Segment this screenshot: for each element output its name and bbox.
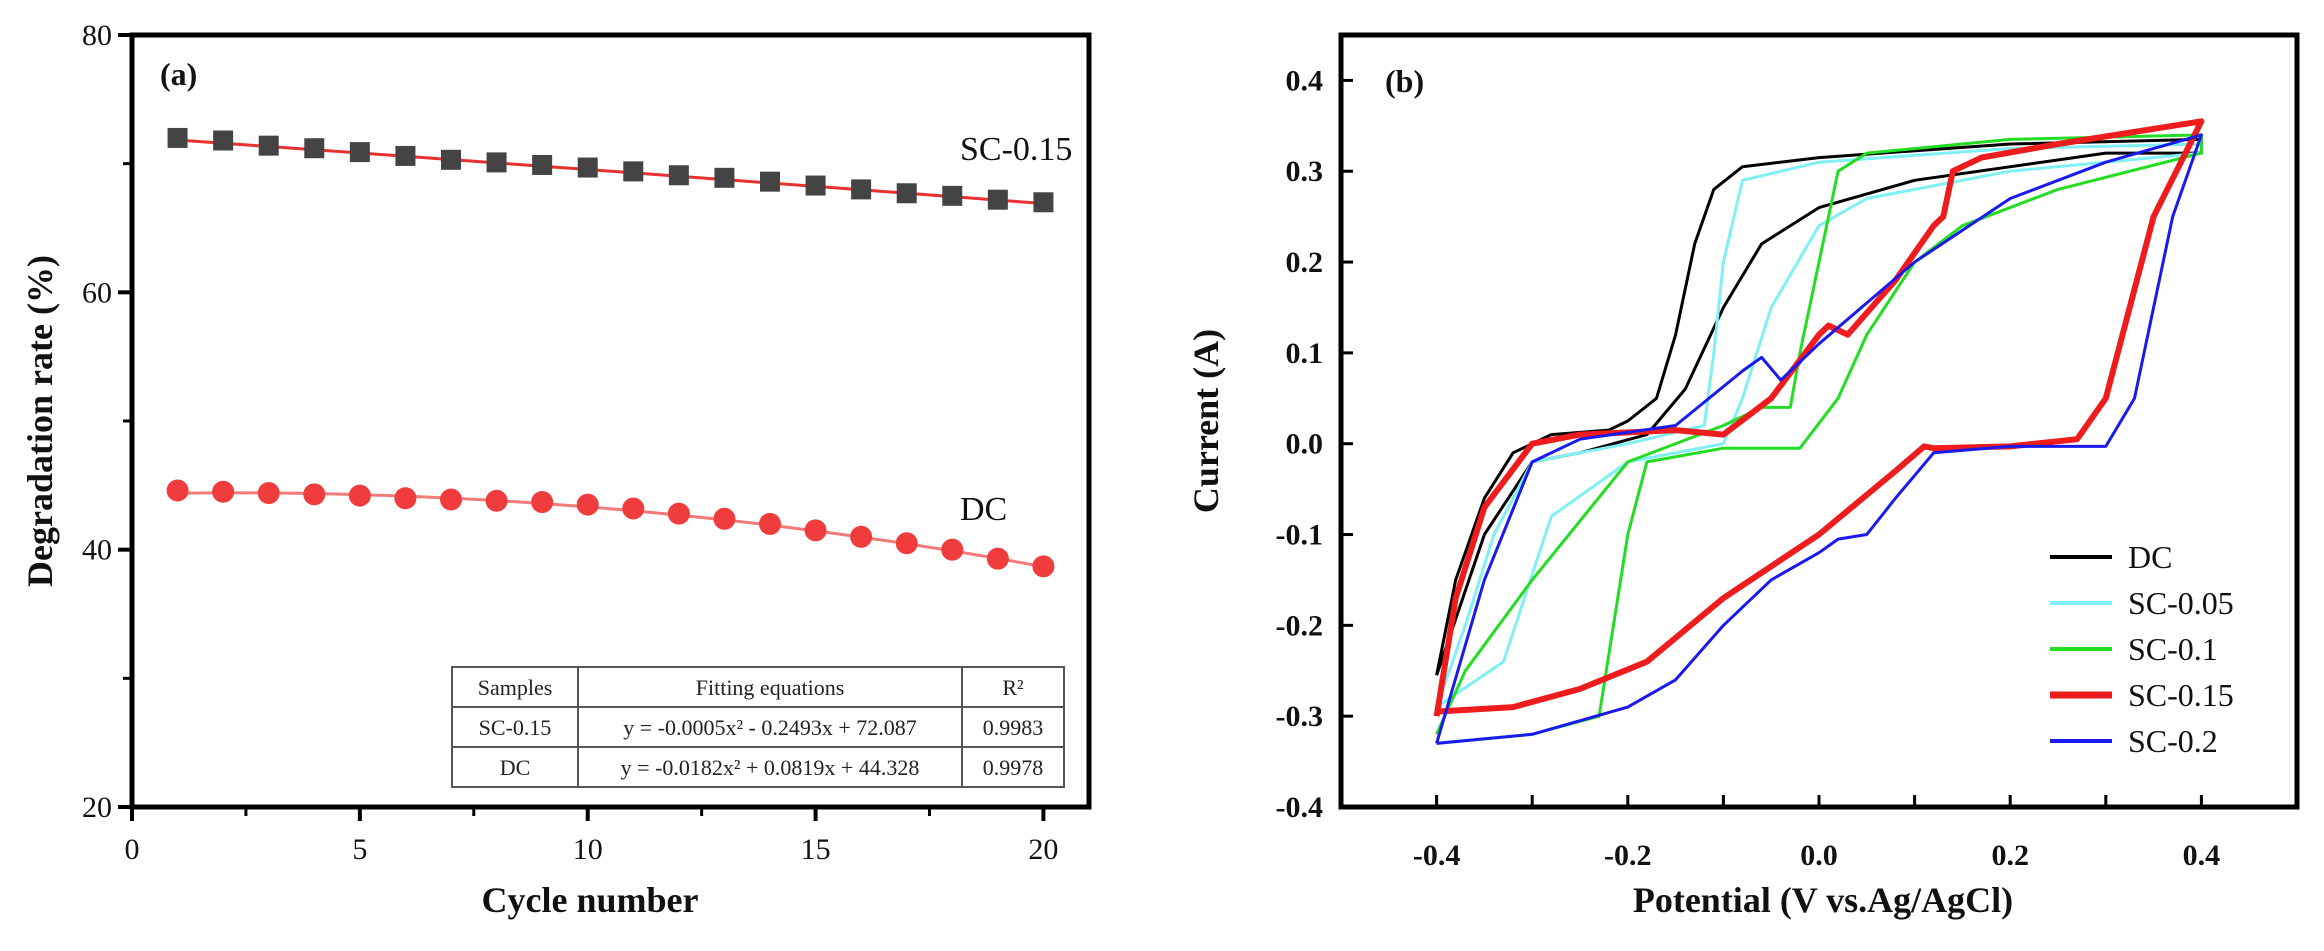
data-point-dc bbox=[485, 489, 508, 512]
data-point-sc-0-15 bbox=[395, 145, 416, 166]
y-tick-label: 0.2 bbox=[1286, 246, 1324, 279]
data-point-sc-0-15 bbox=[486, 152, 507, 173]
x-tick-label: 10 bbox=[573, 833, 603, 866]
panel-b-cv-chart: -0.4 -0.2 0.0 0.2 0.4 -0.4 -0.3 -0.2 -0.1 0.0 0.1 0… bbox=[1186, 32, 2300, 920]
y-tick-label: -0.2 bbox=[1276, 609, 1324, 642]
table-cell: SC-0.15 bbox=[479, 715, 552, 740]
data-point-dc bbox=[850, 525, 873, 548]
y-tick-label: 0.4 bbox=[1286, 64, 1324, 97]
legend-label-sc-0-1: SC-0.1 bbox=[2128, 631, 2218, 667]
x-tick-label: 15 bbox=[801, 833, 831, 866]
table-header-fitting: Fitting equations bbox=[696, 675, 845, 700]
x-tick-label: -0.2 bbox=[1604, 839, 1652, 872]
x-tick-label: 0.2 bbox=[1991, 839, 2029, 872]
data-point-dc bbox=[667, 502, 690, 525]
cv-curve-sc-0-1 bbox=[1435, 133, 2203, 745]
y-tick-label: 0.1 bbox=[1286, 337, 1324, 370]
legend-label-sc-0-2: SC-0.2 bbox=[2128, 723, 2218, 759]
legend-label-sc-0-05: SC-0.05 bbox=[2128, 585, 2234, 621]
legend: DC SC-0.05 SC-0.1 SC-0.15 SC-0.2 bbox=[2050, 539, 2234, 759]
table-header-samples: Samples bbox=[478, 675, 553, 700]
cv-curve-dc bbox=[1435, 137, 2203, 676]
data-point-dc bbox=[895, 532, 918, 555]
data-point-sc-0-15 bbox=[577, 157, 598, 178]
y-tick-label: 80 bbox=[82, 19, 112, 52]
x-tick-label: 20 bbox=[1028, 833, 1058, 866]
y-tick-label: -0.4 bbox=[1276, 791, 1324, 824]
table-cell: y = -0.0182x² + 0.0819x + 44.328 bbox=[621, 755, 920, 780]
data-point-dc bbox=[257, 482, 280, 505]
panel-a-degradation-chart: 0 5 10 15 20 20 40 60 80 (a) SC-0.15 DC Cycle nu… bbox=[20, 19, 1092, 920]
y-tick-label: 0.3 bbox=[1286, 155, 1324, 188]
data-point-dc bbox=[759, 512, 781, 535]
x-tick-label: 0 bbox=[125, 833, 140, 866]
data-point-sc-0-15 bbox=[1033, 192, 1054, 213]
data-point-dc bbox=[212, 480, 235, 503]
fit-line-dc bbox=[177, 491, 1044, 569]
data-point-dc bbox=[622, 497, 645, 520]
x-axis-title-a: Cycle number bbox=[482, 880, 699, 920]
data-point-sc-0-15 bbox=[668, 165, 689, 186]
y-tick-label: 20 bbox=[82, 791, 112, 824]
data-point-dc bbox=[804, 519, 827, 542]
y-tick-label: -0.1 bbox=[1276, 519, 1324, 552]
x-tick-label: 0.0 bbox=[1800, 839, 1838, 872]
data-point-sc-0-15 bbox=[987, 189, 1008, 210]
y-axis-title-a: Degradation rate (%) bbox=[20, 255, 60, 587]
data-point-sc-0-15 bbox=[942, 185, 963, 206]
cv-curve-sc-0-2 bbox=[1435, 133, 2203, 745]
data-point-sc-0-15 bbox=[304, 138, 325, 159]
y-tick-label: -0.3 bbox=[1276, 700, 1324, 733]
data-point-sc-0-15 bbox=[623, 161, 644, 182]
x-tick-label: 5 bbox=[352, 833, 367, 866]
annotation-dc: DC bbox=[960, 491, 1007, 528]
legend-label-sc-0-15: SC-0.15 bbox=[2128, 677, 2234, 713]
y-axis-title-b: Current (A) bbox=[1186, 329, 1226, 513]
table-cell: DC bbox=[500, 755, 531, 780]
y-tick-label: 60 bbox=[82, 276, 112, 309]
data-point-dc bbox=[1032, 555, 1055, 578]
y-tick-label: 0.0 bbox=[1286, 428, 1324, 461]
data-point-dc bbox=[576, 493, 599, 516]
data-point-sc-0-15 bbox=[258, 135, 279, 156]
x-axis-title-b: Potential (V vs.Ag/AgCl) bbox=[1633, 880, 2013, 920]
data-point-dc bbox=[440, 488, 462, 511]
data-point-sc-0-15 bbox=[532, 154, 553, 175]
data-point-sc-0-15 bbox=[896, 183, 917, 204]
data-point-dc bbox=[531, 491, 554, 514]
x-tick-label: 0.4 bbox=[2183, 839, 2221, 872]
data-point-dc bbox=[394, 487, 417, 510]
data-point-sc-0-15 bbox=[167, 127, 188, 148]
data-point-sc-0-15 bbox=[760, 171, 780, 192]
data-point-dc bbox=[713, 507, 736, 530]
panel-b-label: (b) bbox=[1385, 63, 1424, 99]
data-point-sc-0-15 bbox=[441, 149, 461, 170]
data-point-sc-0-15 bbox=[805, 175, 826, 196]
data-point-dc bbox=[303, 483, 326, 506]
table-header-r2: R² bbox=[1002, 675, 1024, 700]
data-point-dc bbox=[166, 479, 189, 502]
cv-curve-sc-0-15 bbox=[1433, 118, 2205, 717]
panel-a-label: (a) bbox=[160, 56, 197, 92]
table-cell: 0.9983 bbox=[983, 715, 1044, 740]
fitting-table: Samples Fitting equations R² SC-0.15 y =… bbox=[451, 666, 1065, 788]
data-point-dc bbox=[348, 484, 371, 507]
data-point-sc-0-15 bbox=[851, 179, 872, 200]
annotation-sc-0.15: SC-0.15 bbox=[960, 131, 1072, 168]
data-point-sc-0-15 bbox=[349, 142, 370, 163]
legend-label-dc: DC bbox=[2128, 539, 2172, 575]
data-point-dc bbox=[986, 547, 1009, 570]
x-tick-label: -0.4 bbox=[1413, 839, 1461, 872]
data-point-sc-0-15 bbox=[714, 167, 735, 188]
table-cell: y = -0.0005x² - 0.2493x + 72.087 bbox=[623, 715, 917, 740]
data-point-dc bbox=[941, 538, 964, 561]
data-point-sc-0-15 bbox=[213, 130, 234, 151]
table-cell: 0.9978 bbox=[983, 755, 1044, 780]
y-tick-label: 40 bbox=[82, 534, 112, 567]
